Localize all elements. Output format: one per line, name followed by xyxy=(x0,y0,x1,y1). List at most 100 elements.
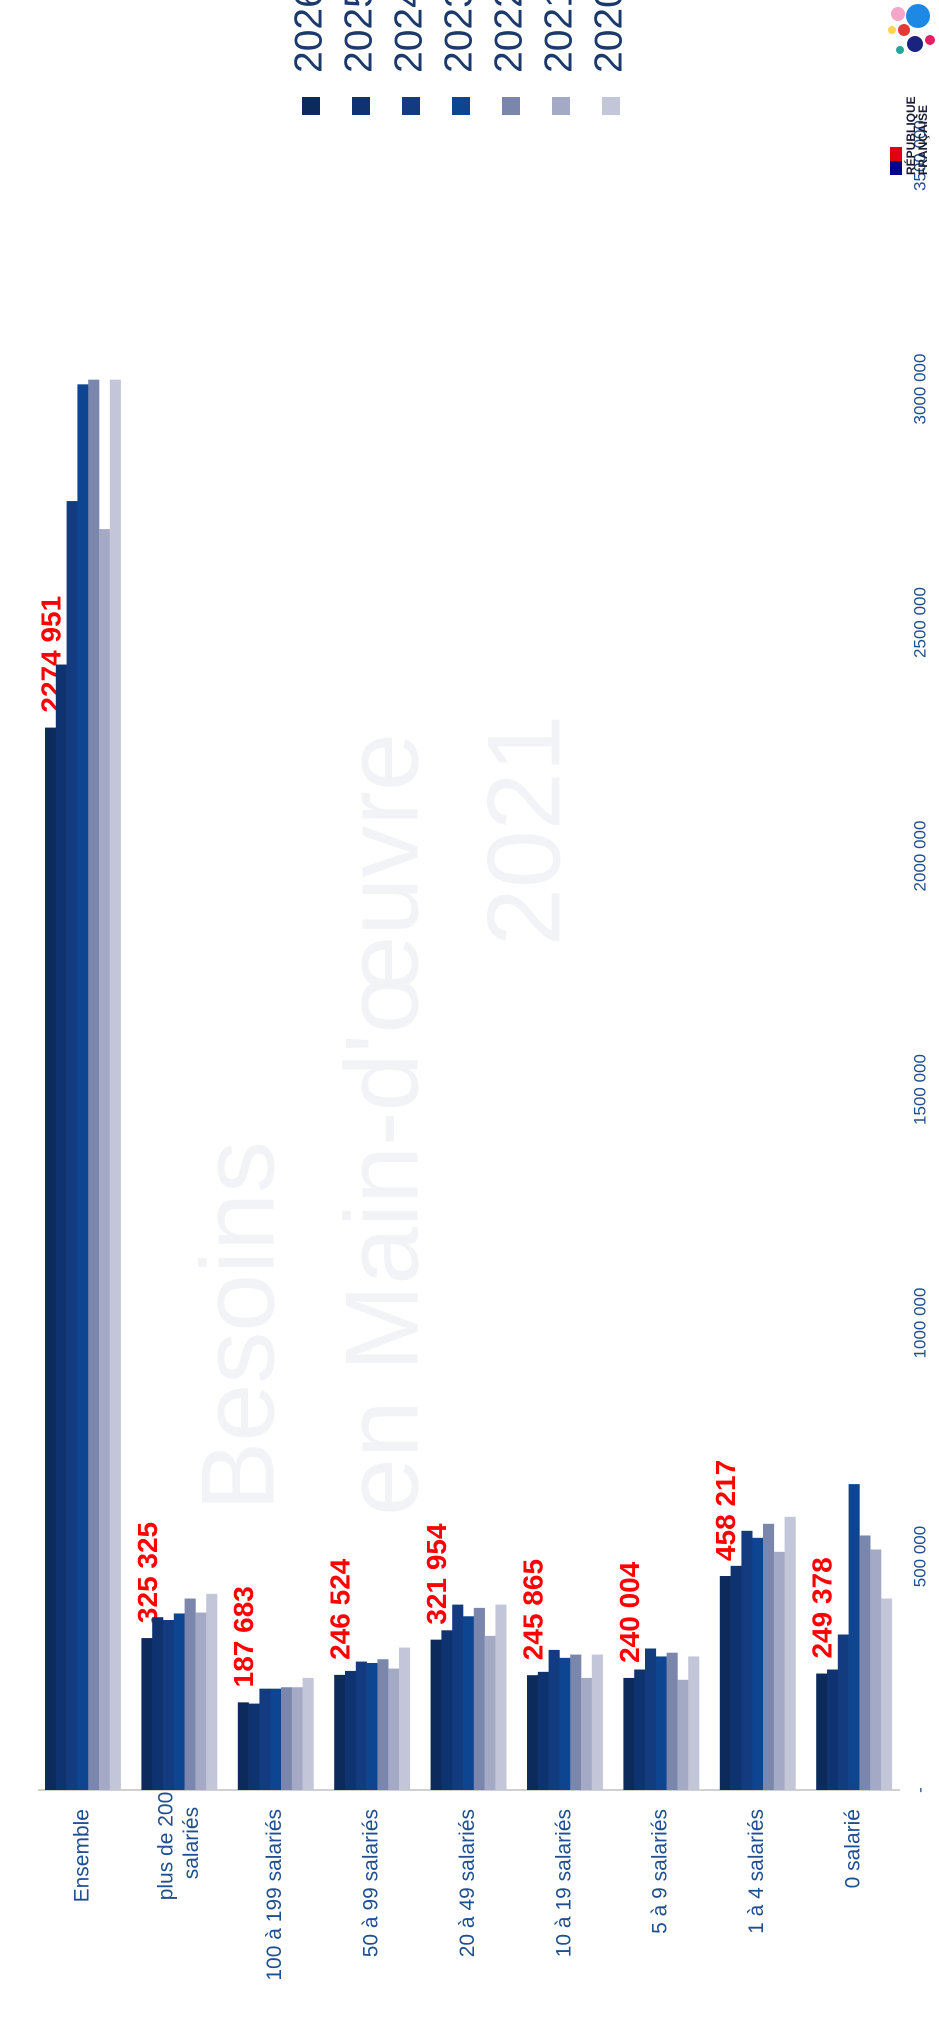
logo-dot xyxy=(907,36,923,52)
bar xyxy=(881,1598,893,1790)
watermark: en Main-d'œuvre xyxy=(324,733,440,1516)
flag-red xyxy=(890,147,902,161)
bar xyxy=(55,664,67,1790)
category-label: 1 à 4 salariés xyxy=(745,1809,768,1934)
watermark: 2021 xyxy=(466,715,582,946)
x-tick-label: 1500 000 xyxy=(910,1054,929,1125)
legend-swatch xyxy=(352,97,370,115)
bar xyxy=(527,1675,539,1790)
logo-dot xyxy=(888,26,896,34)
bar xyxy=(537,1671,549,1790)
category-label: 10 à 19 salariés xyxy=(552,1809,575,1957)
x-tick-label: 3500 000 xyxy=(910,120,929,191)
bar xyxy=(206,1593,218,1790)
bar xyxy=(45,727,57,1790)
value-label: 187 683 xyxy=(228,1586,259,1687)
x-tick-label: 3000 000 xyxy=(910,354,929,425)
flag-blue xyxy=(890,161,902,175)
bar xyxy=(345,1670,357,1790)
bar xyxy=(570,1654,582,1790)
legend-label: 2020 xyxy=(587,0,630,73)
bar xyxy=(270,1688,282,1790)
bar xyxy=(634,1669,646,1790)
brand-text: FRANÇAISE xyxy=(916,105,930,175)
bar xyxy=(666,1652,678,1790)
bar xyxy=(430,1639,442,1790)
x-tick-label: 1000 000 xyxy=(910,1288,929,1359)
bar xyxy=(623,1677,635,1790)
legend-swatch xyxy=(302,97,320,115)
bar xyxy=(109,379,121,1790)
legend-label: 2026 xyxy=(287,0,330,73)
bar xyxy=(66,501,78,1790)
logo-dot xyxy=(925,35,935,45)
category-label: 20 à 49 salariés xyxy=(456,1809,479,1957)
value-label: 246 524 xyxy=(325,1558,356,1660)
legend-swatch xyxy=(402,97,420,115)
bar xyxy=(259,1688,271,1790)
bar xyxy=(184,1598,196,1790)
logo-dot xyxy=(896,46,904,54)
bar xyxy=(495,1604,507,1790)
bar xyxy=(334,1674,346,1790)
bar xyxy=(677,1679,689,1790)
value-label: 249 378 xyxy=(807,1557,838,1658)
bar xyxy=(688,1656,700,1790)
bar xyxy=(77,384,89,1790)
bar xyxy=(473,1607,485,1790)
category-label: 5 à 9 salariés xyxy=(649,1809,672,1934)
logo-dots xyxy=(888,4,935,54)
category-label: Ensemble xyxy=(70,1809,93,1902)
watermark: Besoins xyxy=(180,1141,296,1511)
bar xyxy=(366,1662,378,1790)
value-label: 321 954 xyxy=(421,1523,452,1625)
value-label: 325 325 xyxy=(132,1522,163,1623)
bar xyxy=(152,1617,164,1790)
bar xyxy=(784,1516,796,1790)
legend-label: 2022 xyxy=(487,0,530,73)
bar xyxy=(88,379,100,1790)
bar xyxy=(377,1659,389,1790)
bar xyxy=(752,1537,764,1790)
logo-dot xyxy=(906,4,930,28)
bar xyxy=(827,1669,839,1790)
bar xyxy=(399,1647,411,1790)
bar xyxy=(452,1604,464,1790)
bar xyxy=(248,1703,260,1790)
bar xyxy=(355,1661,367,1790)
x-tick-label: 2500 000 xyxy=(910,587,929,658)
legend-label: 2021 xyxy=(537,0,580,73)
value-label: 240 004 xyxy=(614,1561,645,1663)
bar xyxy=(441,1630,453,1790)
bar xyxy=(581,1677,593,1790)
category-label: 100 à 199 salariés xyxy=(263,1809,286,1981)
bar xyxy=(763,1523,775,1790)
legend-swatch xyxy=(552,97,570,115)
bar xyxy=(388,1668,400,1790)
brand-text: RÉPUBLIQUE xyxy=(903,96,918,175)
category-label: 0 salarié xyxy=(842,1809,865,1888)
bar xyxy=(195,1612,207,1790)
x-tick-label: 2000 000 xyxy=(910,821,929,892)
bar xyxy=(99,529,111,1790)
bar xyxy=(848,1484,860,1790)
category-label: plus de 200 salariés xyxy=(154,1792,202,1901)
bar xyxy=(141,1638,153,1790)
bar xyxy=(559,1657,571,1790)
logo-dot xyxy=(891,7,905,21)
bar xyxy=(281,1687,293,1790)
bar xyxy=(548,1649,560,1790)
bar xyxy=(859,1535,871,1790)
legend-label: 2023 xyxy=(437,0,480,73)
bar xyxy=(163,1620,175,1790)
category-label: 50 à 99 salariés xyxy=(360,1809,383,1957)
legend-swatch xyxy=(502,97,520,115)
logo-dot xyxy=(898,24,910,36)
bar xyxy=(837,1634,849,1790)
bar xyxy=(773,1551,785,1790)
bar xyxy=(730,1565,742,1790)
legend-label: 2025 xyxy=(337,0,380,73)
